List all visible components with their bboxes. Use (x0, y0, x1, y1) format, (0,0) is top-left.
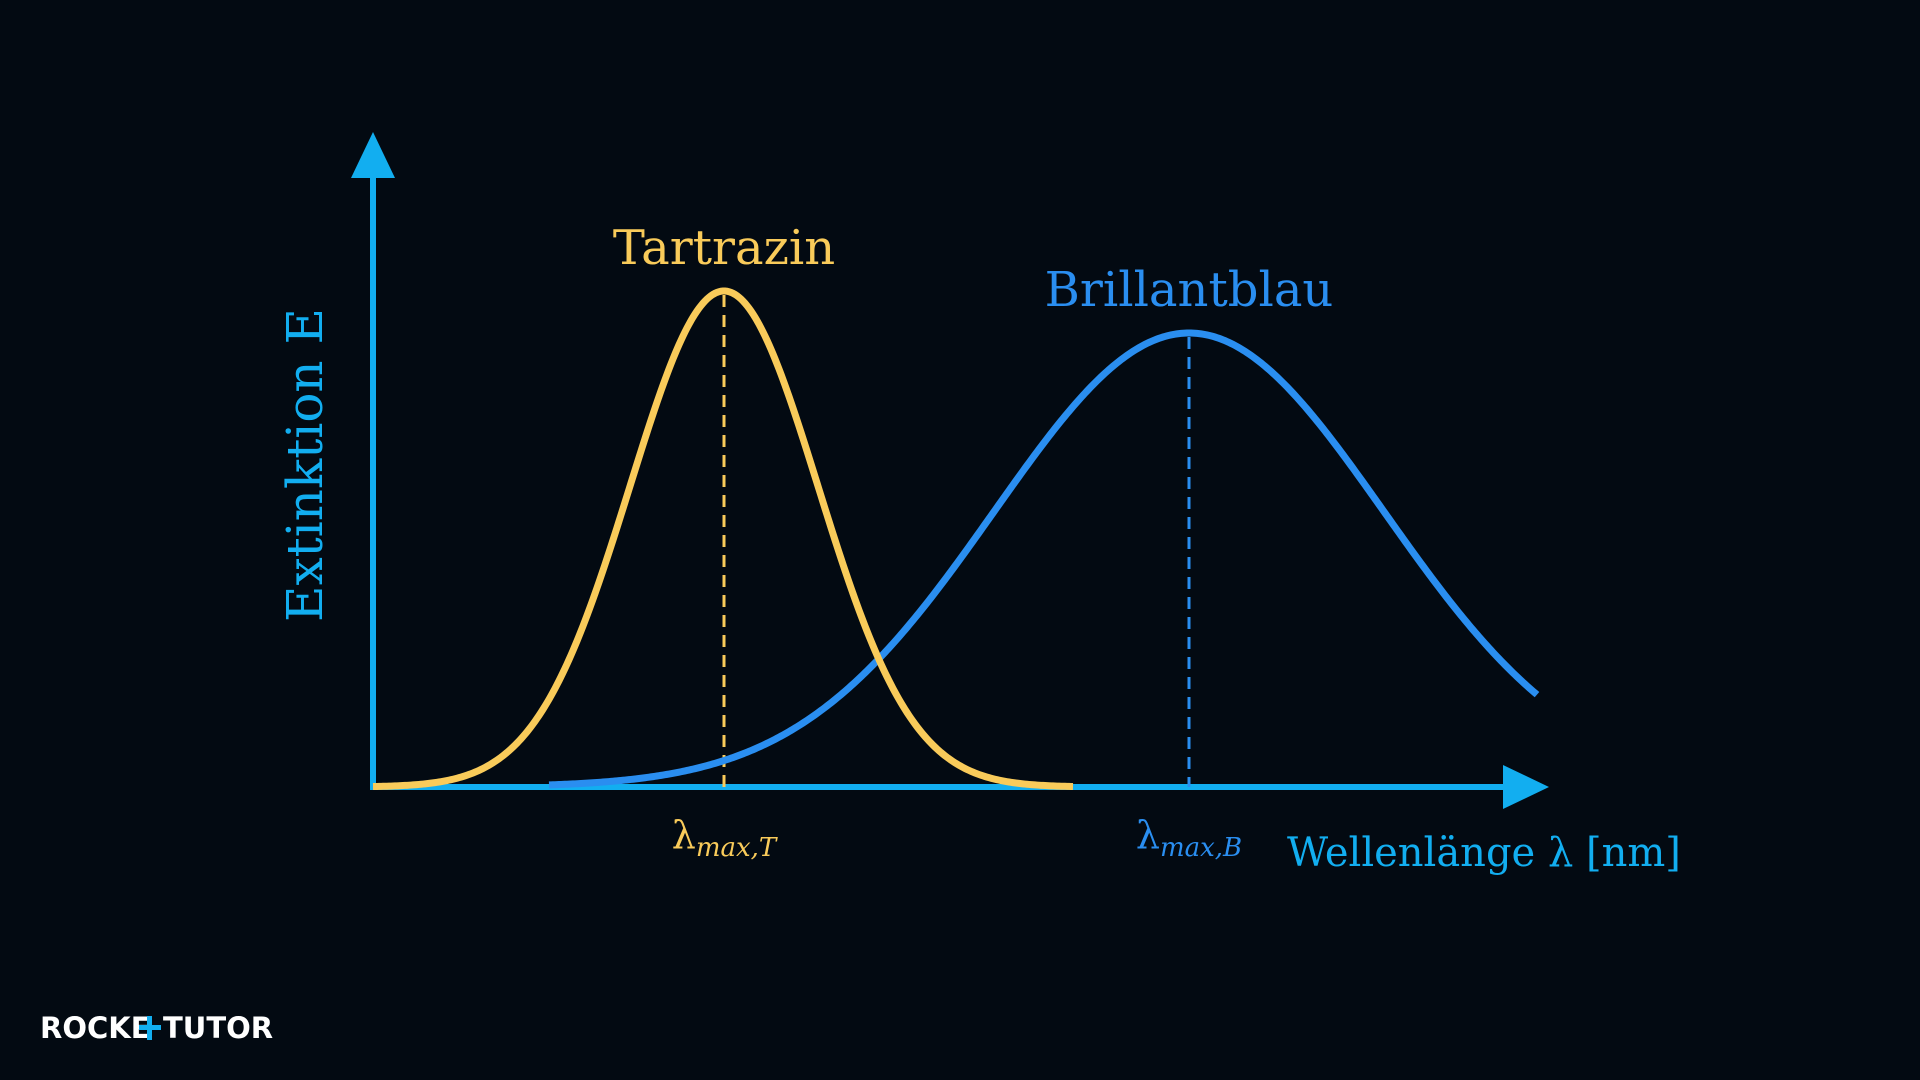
curve (548, 329, 1540, 789)
curve-label: Tartrazin (613, 220, 835, 276)
y-axis-arrow (351, 132, 395, 178)
logo-text: ROCKE (40, 1011, 151, 1045)
subscript: max,B (1160, 833, 1242, 863)
logo: ROCKE TUTOR (40, 1011, 273, 1045)
peak-label: λmax,B (1136, 813, 1242, 863)
curves (372, 287, 1540, 791)
curve-label: Brillantblau (1045, 262, 1334, 318)
peak-label: λmax,T (672, 813, 778, 863)
x-axis-arrow (1503, 765, 1549, 809)
subscript: max,T (696, 833, 778, 863)
logo-plus (147, 1016, 152, 1040)
y-axis-label: Extinktion E (276, 308, 334, 622)
logo-text: TUTOR (163, 1011, 273, 1045)
lambda: λ (672, 813, 696, 857)
curve (372, 287, 1074, 791)
lambda: λ (1136, 813, 1160, 857)
x-axis-label: Wellenlänge λ [nm] (1287, 830, 1681, 876)
